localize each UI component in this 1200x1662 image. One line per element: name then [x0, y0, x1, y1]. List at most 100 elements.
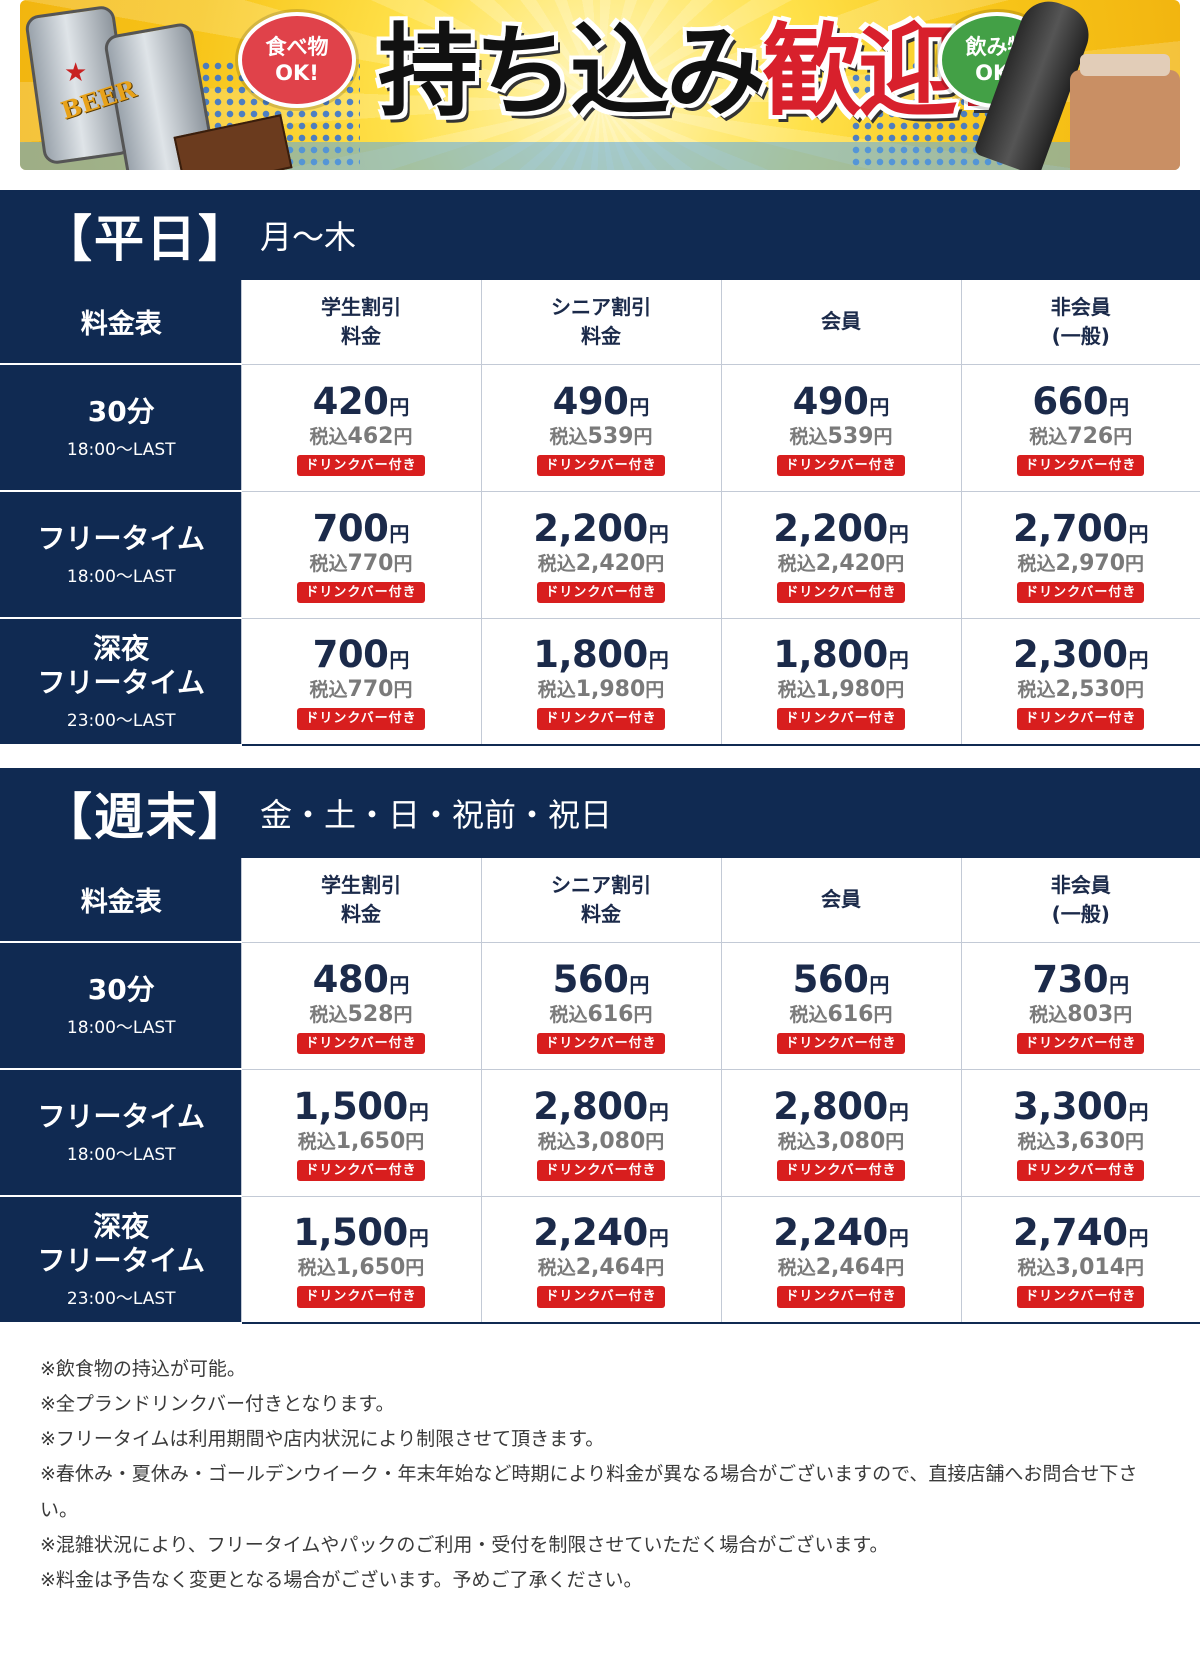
- tax-included-price: 税込1,980円: [722, 679, 961, 701]
- price-amount: 2,800円: [722, 1088, 961, 1125]
- price-unit: 円: [1128, 521, 1149, 546]
- note-item: ※全プランドリンクバー付きとなります。: [40, 1393, 395, 1416]
- price-value: 3,300: [1012, 1084, 1128, 1128]
- tax-included-price: 税込3,080円: [722, 1128, 961, 1154]
- price-cell: 2,200円 税込2,420円 ドリンクバー付き: [480, 491, 721, 619]
- plan-name: 30分: [87, 973, 155, 1007]
- tax-value: 462: [347, 423, 394, 449]
- price-amount: 2,800円: [482, 1088, 721, 1125]
- tax-label: 税込: [537, 679, 576, 702]
- price-amount: 700円: [242, 510, 481, 547]
- tax-included-price: 税込1,980円: [482, 679, 721, 701]
- tax-included-price: 税込2,970円: [962, 552, 1200, 575]
- tax-label: 税込: [777, 679, 816, 702]
- plan-time: 18:00～LAST: [66, 439, 176, 460]
- drink-bar-badge: ドリンクバー付き: [1017, 708, 1145, 731]
- tax-included-price: 税込803円: [962, 1003, 1200, 1026]
- price-unit: 円: [389, 972, 410, 997]
- headline-black-text: 持ち込み: [378, 13, 766, 130]
- price-cell: 420円 税込462円 ドリンクバー付き: [240, 364, 481, 492]
- tax-value: 539: [827, 423, 874, 449]
- tax-unit: 円: [885, 679, 905, 702]
- price-unit: 円: [389, 521, 410, 546]
- price-amount: 2,300円: [962, 636, 1200, 673]
- price-amount: 700円: [242, 636, 481, 673]
- tax-unit: 円: [1125, 679, 1145, 702]
- price-cell: 2,700円 税込2,970円 ドリンクバー付き: [960, 491, 1200, 619]
- price-amount: 2,200円: [482, 510, 721, 547]
- price-amount: 420円: [242, 383, 481, 420]
- price-cell: 1,500円 税込1,650円 ドリンクバー付き: [240, 1196, 481, 1323]
- price-unit: 円: [629, 972, 650, 997]
- tax-label: 税込: [549, 1003, 588, 1026]
- tax-value: 726: [1067, 423, 1114, 449]
- drink-bar-badge: ドリンクバー付き: [537, 708, 665, 731]
- price-value: 2,800: [773, 1084, 888, 1128]
- column-header-line: 学生割引: [321, 294, 401, 319]
- column-header: シニア割引 料金: [480, 280, 721, 365]
- price-cell: 560円 税込616円 ドリンクバー付き: [480, 942, 721, 1070]
- column-header-line: (一般): [1051, 323, 1110, 348]
- price-cell: 2,800円 税込3,080円 ドリンクバー付き: [720, 1069, 961, 1197]
- tax-label: 税込: [309, 1003, 348, 1026]
- price-cell: 700円 税込770円 ドリンクバー付き: [240, 618, 481, 745]
- price-unit: 円: [648, 521, 669, 546]
- drink-bar-badge: ドリンクバー付き: [537, 1159, 665, 1182]
- column-header: 会員: [720, 858, 961, 943]
- price-cell: 660円 税込726円 ドリンクバー付き: [960, 364, 1200, 492]
- plan-time: 23:00～LAST: [66, 710, 176, 731]
- tax-value: 1,980: [575, 677, 646, 703]
- price-cell: 730円 税込803円 ドリンクバー付き: [960, 942, 1200, 1070]
- price-amount: 2,240円: [722, 1214, 961, 1251]
- plan-time: 18:00～LAST: [66, 1144, 176, 1165]
- tax-value: 3,080: [815, 1128, 886, 1154]
- price-unit: 円: [389, 648, 410, 673]
- column-header-line: 非会員: [1050, 294, 1111, 319]
- column-header-line: 学生割引: [321, 872, 401, 897]
- price-unit: 円: [888, 521, 909, 546]
- table-row: 深夜 フリータイム 23:00～LAST 1,500円 税込1,650円 ドリンクバー付き…: [1, 1196, 1200, 1324]
- notes-list: ※飲食物の持込が可能。 ※全プランドリンクバー付きとなります。 ※フリータイムは…: [40, 1352, 1170, 1598]
- weekday-days: 月～木: [260, 218, 357, 256]
- tax-unit: 円: [873, 1003, 893, 1026]
- column-header-line: 会員: [821, 309, 861, 334]
- price-value: 2,200: [773, 506, 888, 550]
- table-row: 30分 18:00～LAST 420円 税込462円 ドリンクバー付き 490円 税込539…: [1, 364, 1200, 492]
- plan-time: 18:00～LAST: [66, 1017, 176, 1038]
- tax-value: 616: [587, 1001, 634, 1027]
- cup-illustration: [1070, 54, 1180, 170]
- column-header: 学生割引 料金: [240, 858, 481, 943]
- tax-included-price: 税込528円: [242, 1003, 481, 1026]
- price-value: 1,800: [533, 633, 648, 677]
- price-amount: 2,700円: [962, 510, 1200, 547]
- tax-unit: 円: [1125, 1130, 1145, 1153]
- tax-value: 2,530: [1055, 677, 1126, 703]
- price-amount: 480円: [242, 961, 481, 998]
- price-amount: 490円: [482, 383, 721, 420]
- tax-unit: 円: [885, 552, 905, 575]
- plan-name: 深夜: [93, 632, 150, 666]
- price-value: 700: [312, 506, 389, 550]
- tax-unit: 円: [885, 1130, 905, 1153]
- weekend-title: 【週末】: [42, 788, 250, 846]
- drink-bar-badge: ドリンクバー付き: [537, 1032, 665, 1055]
- price-value: 2,700: [1012, 506, 1128, 550]
- tax-included-price: 税込726円: [962, 423, 1200, 449]
- tax-unit: 円: [645, 1130, 665, 1153]
- tax-label: 税込: [537, 552, 576, 575]
- note-item: ※春休み・夏休み・ゴールデンウイーク・年末年始など時期により料金が異なる場合がご…: [40, 1463, 1138, 1521]
- price-cell: 2,300円 税込2,530円 ドリンクバー付き: [960, 618, 1200, 745]
- plan-name: 30分: [87, 395, 155, 429]
- tax-value: 770: [347, 677, 394, 703]
- tax-unit: 円: [393, 679, 413, 702]
- tax-label: 税込: [777, 1257, 816, 1280]
- tax-unit: 円: [1113, 425, 1133, 448]
- tax-label: 税込: [309, 679, 348, 702]
- tax-label: 税込: [309, 552, 348, 575]
- column-header-line: 非会員: [1050, 872, 1111, 897]
- price-cell: 560円 税込616円 ドリンクバー付き: [720, 942, 961, 1070]
- tax-included-price: 税込770円: [242, 679, 481, 701]
- column-header: 会員: [720, 280, 961, 365]
- tax-value: 616: [827, 1001, 874, 1027]
- drink-bar-badge: ドリンクバー付き: [297, 1286, 425, 1309]
